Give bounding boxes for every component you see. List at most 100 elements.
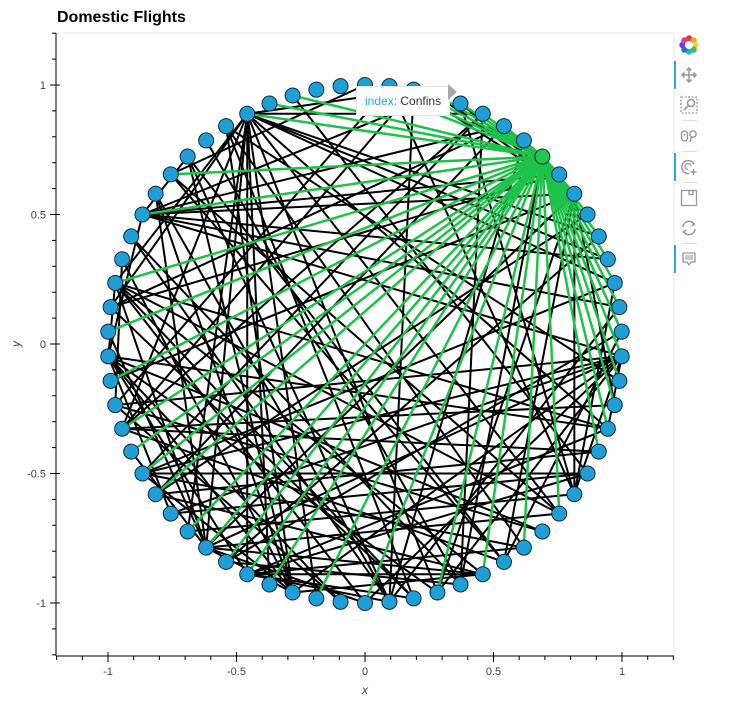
edge bbox=[141, 155, 189, 216]
edge bbox=[436, 193, 576, 593]
node[interactable] bbox=[613, 348, 630, 365]
node[interactable] bbox=[123, 443, 140, 460]
edge bbox=[154, 193, 294, 593]
highlighted-edge bbox=[268, 155, 544, 586]
selected-node[interactable] bbox=[534, 148, 551, 165]
node[interactable] bbox=[611, 299, 628, 316]
node[interactable] bbox=[261, 576, 278, 593]
highlighted-edge bbox=[107, 155, 543, 333]
node[interactable] bbox=[147, 486, 164, 503]
node[interactable] bbox=[429, 584, 446, 601]
node[interactable] bbox=[551, 166, 568, 183]
node[interactable] bbox=[579, 465, 596, 482]
toolbar-separator bbox=[683, 151, 697, 152]
edge bbox=[107, 282, 117, 357]
highlighted-edge bbox=[142, 155, 543, 216]
tap-tool[interactable] bbox=[674, 152, 704, 182]
node[interactable] bbox=[107, 397, 124, 414]
node[interactable] bbox=[239, 105, 256, 122]
node[interactable] bbox=[332, 78, 349, 95]
node[interactable] bbox=[332, 593, 349, 610]
wheel-zoom-tool[interactable] bbox=[674, 121, 704, 151]
node[interactable] bbox=[162, 505, 179, 522]
node[interactable] bbox=[515, 539, 532, 556]
node[interactable] bbox=[405, 590, 422, 607]
highlighted-edge bbox=[130, 155, 544, 453]
edge bbox=[110, 125, 505, 309]
bokeh-logo[interactable] bbox=[674, 30, 704, 60]
edge bbox=[459, 156, 544, 585]
node[interactable] bbox=[100, 323, 117, 340]
node[interactable] bbox=[284, 87, 301, 104]
node[interactable] bbox=[452, 576, 469, 593]
node[interactable] bbox=[284, 584, 301, 601]
node[interactable] bbox=[590, 443, 607, 460]
highlighted-edge bbox=[246, 155, 544, 575]
node[interactable] bbox=[606, 274, 623, 291]
reset-tool[interactable] bbox=[674, 213, 704, 243]
node[interactable] bbox=[551, 505, 568, 522]
node[interactable] bbox=[218, 553, 235, 570]
node[interactable] bbox=[579, 206, 596, 223]
node[interactable] bbox=[474, 105, 491, 122]
node[interactable] bbox=[308, 590, 325, 607]
hover-tool[interactable] bbox=[674, 244, 704, 274]
node[interactable] bbox=[179, 523, 196, 540]
edge bbox=[186, 113, 249, 532]
node[interactable] bbox=[515, 132, 532, 149]
edge bbox=[225, 235, 600, 563]
node[interactable] bbox=[590, 228, 607, 245]
edge bbox=[187, 493, 575, 533]
node[interactable] bbox=[123, 228, 140, 245]
highlighted-edge bbox=[541, 156, 616, 406]
edge bbox=[121, 113, 249, 430]
node[interactable] bbox=[134, 465, 151, 482]
node[interactable] bbox=[162, 166, 179, 183]
node[interactable] bbox=[613, 323, 630, 340]
node[interactable] bbox=[381, 593, 398, 610]
node[interactable] bbox=[218, 118, 235, 135]
edge bbox=[291, 94, 589, 475]
node[interactable] bbox=[566, 486, 583, 503]
edge bbox=[206, 546, 483, 576]
node[interactable] bbox=[107, 274, 124, 291]
node[interactable] bbox=[474, 566, 491, 583]
edge bbox=[606, 356, 623, 429]
highlighted-edge bbox=[522, 156, 544, 548]
edge bbox=[154, 193, 208, 548]
node[interactable] bbox=[357, 595, 373, 611]
highlighted-edge bbox=[114, 155, 543, 285]
hover-tooltip: index: Confins bbox=[356, 86, 451, 116]
toolbar-separator bbox=[683, 120, 697, 121]
node[interactable] bbox=[102, 372, 119, 389]
x-axis: -1 -0.5 0 0.5 1 bbox=[56, 652, 674, 678]
tooltip-value: Confins bbox=[400, 94, 442, 108]
box-zoom-tool[interactable] bbox=[674, 90, 704, 120]
node[interactable] bbox=[239, 566, 256, 583]
node[interactable] bbox=[114, 420, 131, 437]
node[interactable] bbox=[534, 523, 551, 540]
node[interactable] bbox=[100, 348, 117, 365]
node[interactable] bbox=[179, 148, 196, 165]
node[interactable] bbox=[606, 397, 623, 414]
node[interactable] bbox=[134, 206, 151, 223]
node[interactable] bbox=[308, 81, 325, 98]
save-tool[interactable] bbox=[674, 183, 704, 213]
edge bbox=[573, 282, 616, 495]
node[interactable] bbox=[147, 185, 164, 202]
toolbar-separator bbox=[683, 243, 697, 244]
node[interactable] bbox=[198, 539, 215, 556]
node[interactable] bbox=[261, 95, 278, 112]
save-icon bbox=[680, 189, 698, 207]
node[interactable] bbox=[599, 420, 616, 437]
pan-tool[interactable] bbox=[674, 60, 704, 90]
node[interactable] bbox=[611, 372, 628, 389]
node[interactable] bbox=[599, 251, 616, 268]
x-tick-label: 1 bbox=[619, 666, 625, 678]
node[interactable] bbox=[566, 185, 583, 202]
node[interactable] bbox=[102, 299, 119, 316]
node[interactable] bbox=[114, 251, 131, 268]
node[interactable] bbox=[198, 132, 215, 149]
node[interactable] bbox=[495, 553, 512, 570]
node[interactable] bbox=[495, 118, 512, 135]
